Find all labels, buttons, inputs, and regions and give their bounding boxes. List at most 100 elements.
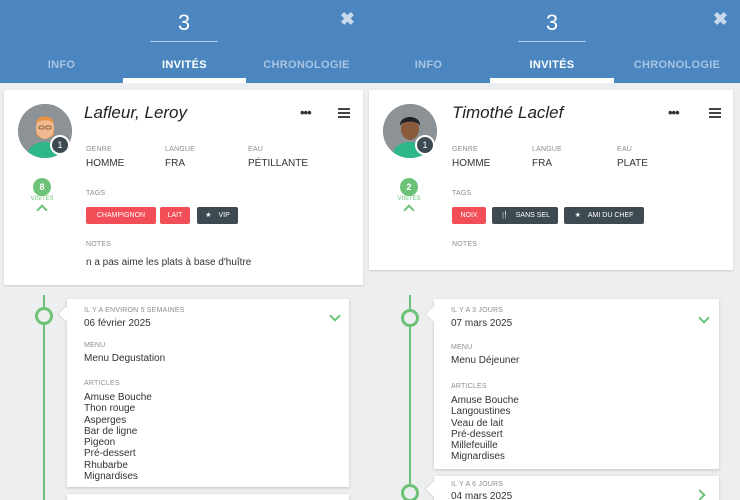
tab-info[interactable]: INFO (47, 59, 76, 71)
field-label-langue: LANGUE (165, 146, 195, 153)
entry-date: 06 février 2025 (84, 318, 151, 329)
entry-pointer (425, 481, 441, 497)
article-item: Asperges (84, 414, 127, 426)
timeline-entry[interactable]: IL Y A ENVIRON 5 SEMAINES 06 février 202… (58, 299, 349, 487)
guest-card: 1 Timothé Laclef ••• GENRE HOMME LANGUE … (369, 90, 733, 270)
timeline-entry-next[interactable] (67, 494, 349, 500)
field-value-eau: PLATE (617, 158, 648, 169)
field-value-langue: FRA (532, 158, 552, 169)
entry-menu-label: MENU (84, 342, 106, 349)
entry-articles-label: ARTICLES (451, 383, 487, 390)
entry-menu-label: MENU (451, 344, 473, 351)
chevron-down-icon[interactable] (329, 310, 341, 322)
article-item: Thon rouge (84, 403, 136, 415)
notes-text: n a pas aime les plats à base d'huître (86, 257, 252, 268)
article-item: Mignardises (84, 471, 138, 483)
field-label-genre: GENRE (452, 146, 478, 153)
tags-label: TAGS (86, 190, 106, 197)
bearded-man-avatar-icon (18, 104, 72, 158)
field-label-eau: EAU (617, 146, 632, 153)
guest-panel-right: 3 ✖ INFO INVITÉS CHRONOLOGIE 1 Timothé L… (367, 0, 740, 500)
field-value-genre: HOMME (452, 158, 491, 169)
tab-chronologie[interactable]: CHRONOLOGIE (633, 59, 721, 71)
active-tab-indicator (123, 78, 246, 83)
notes-label: NOTES (452, 241, 478, 248)
guest-card: 1 Lafleur, Leroy ••• GENRE HOMME LANGUE … (4, 90, 363, 285)
article-item: Rhubarbe (84, 459, 128, 471)
entry-time-ago: IL Y A ENVIRON 5 SEMAINES (84, 307, 185, 314)
visits-count: 8 (33, 178, 51, 196)
tab-bar: INFO INVITÉS CHRONOLOGIE (0, 55, 367, 83)
entry-date: 04 mars 2025 (451, 491, 513, 500)
chevron-down-icon[interactable] (698, 312, 710, 324)
guest-name: Timothé Laclef (452, 103, 564, 122)
count-underline (150, 41, 218, 42)
guest-count: 3 (177, 10, 191, 35)
entry-articles-list: Amuse Bouche Thon rouge Asperges Bar de … (84, 392, 152, 482)
timeline-node (401, 309, 419, 327)
field-label-eau: EAU (248, 146, 263, 153)
chevron-up-icon[interactable] (36, 204, 48, 216)
visits-count: 2 (400, 178, 418, 196)
article-item: Pré-dessert (84, 448, 136, 460)
entry-pointer (425, 306, 441, 322)
avatar-badge: 1 (415, 135, 435, 155)
tag-sans-sel[interactable]: 🍴 SANS SEL (492, 207, 558, 224)
entry-date: 07 mars 2025 (451, 318, 513, 329)
chevron-up-icon[interactable] (403, 204, 415, 216)
tag-lait[interactable]: LAIT (160, 207, 190, 224)
chevron-right-icon[interactable] (694, 489, 706, 500)
tag-noix[interactable]: NOIX (452, 207, 486, 224)
close-icon[interactable]: ✖ (339, 9, 355, 29)
more-options-icon[interactable]: ••• (668, 105, 680, 120)
tab-chronologie[interactable]: CHRONOLOGIE (263, 59, 350, 71)
cutlery-icon: 🍴 (500, 212, 509, 219)
article-item: Amuse Bouche (451, 395, 519, 406)
panel-header: 3 ✖ INFO INVITÉS CHRONOLOGIE (0, 0, 367, 83)
timeline-entry-collapsed[interactable]: IL Y A 6 JOURS 04 mars 2025 (425, 476, 719, 500)
tag-champignon[interactable]: CHAMPIGNON (86, 207, 156, 224)
panel-header: 3 ✖ INFO INVITÉS CHRONOLOGIE (367, 0, 740, 83)
tab-invites[interactable]: INVITÉS (529, 59, 575, 71)
close-icon[interactable]: ✖ (712, 9, 728, 29)
article-item: Pré-dessert (451, 428, 503, 440)
tab-bar: INFO INVITÉS CHRONOLOGIE (367, 55, 740, 83)
tag-ami-du-chef[interactable]: ★ AMI DU CHEF (564, 207, 644, 224)
tab-invites[interactable]: INVITÉS (162, 59, 207, 71)
hamburger-menu-icon[interactable] (709, 108, 721, 118)
field-label-genre: GENRE (86, 146, 112, 153)
tags-label: TAGS (452, 190, 472, 197)
timeline-line (409, 295, 411, 500)
article-item: Millefeuille (451, 440, 498, 452)
entry-menu-value: Menu Degustation (84, 353, 166, 364)
timeline-node (401, 484, 419, 500)
timeline-line (43, 295, 45, 500)
timeline-entry[interactable]: IL Y A 3 JOURS 07 mars 2025 MENU Menu Dé… (425, 299, 719, 469)
guest-name: Lafleur, Leroy (84, 103, 188, 122)
tag-vip[interactable]: ★ VIP (197, 207, 238, 224)
entry-articles-list: Amuse Bouche Langoustines Veau de lait P… (451, 395, 519, 463)
visits-label: VISITES (397, 196, 421, 202)
entry-time-ago: IL Y A 3 JOURS (451, 307, 504, 314)
entry-time-ago: IL Y A 6 JOURS (451, 481, 504, 488)
guest-count: 3 (545, 10, 559, 35)
field-value-eau: PÉTILLANTE (248, 158, 309, 169)
field-label-langue: LANGUE (532, 146, 562, 153)
notes-label: NOTES (86, 241, 112, 248)
star-icon: ★ (205, 212, 212, 219)
field-value-langue: FRA (165, 158, 185, 169)
more-options-icon[interactable]: ••• (300, 105, 312, 120)
entry-articles-label: ARTICLES (84, 380, 120, 387)
star-icon: ★ (574, 212, 581, 219)
article-item: Langoustines (451, 406, 511, 418)
tab-info[interactable]: INFO (414, 59, 443, 71)
article-item: Mignardises (451, 451, 505, 463)
field-value-genre: HOMME (86, 158, 125, 169)
entry-pointer (58, 306, 74, 322)
hamburger-menu-icon[interactable] (338, 108, 350, 118)
article-item: Veau de lait (451, 417, 504, 429)
active-tab-indicator (490, 78, 614, 83)
count-underline (518, 41, 586, 42)
avatar-badge: 1 (50, 135, 70, 155)
article-item: Bar de ligne (84, 425, 138, 437)
